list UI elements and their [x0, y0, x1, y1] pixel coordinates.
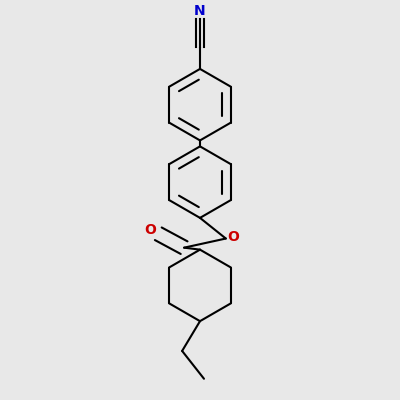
Text: O: O	[144, 223, 156, 237]
Text: O: O	[227, 230, 239, 244]
Text: N: N	[194, 4, 206, 18]
